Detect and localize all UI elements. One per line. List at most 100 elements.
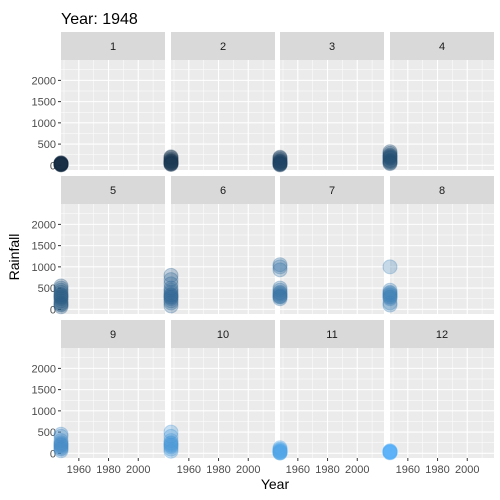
data-point <box>272 153 288 169</box>
data-point <box>272 440 288 456</box>
y-axis-title: Rainfall <box>6 234 22 281</box>
facet-panel-6: 6 <box>163 176 275 314</box>
data-point <box>382 151 398 167</box>
facet-strip <box>61 320 165 348</box>
data-point <box>53 441 69 457</box>
data-point <box>163 289 179 305</box>
data-point <box>53 280 69 296</box>
data-point <box>163 439 179 455</box>
data-point <box>382 156 398 172</box>
panel-background <box>171 60 275 170</box>
data-point <box>272 154 288 170</box>
data-point <box>272 282 288 298</box>
data-point <box>53 440 69 456</box>
x-tick-label: 1980 <box>206 464 230 476</box>
x-tick-label: 2000 <box>236 464 260 476</box>
data-point <box>53 299 69 315</box>
data-point <box>53 289 69 305</box>
data-point <box>382 297 398 313</box>
panel-background <box>61 60 165 170</box>
data-point <box>53 157 69 173</box>
data-point <box>53 443 69 459</box>
data-point <box>272 284 288 300</box>
data-point <box>163 156 179 172</box>
data-point <box>53 156 69 172</box>
facet-strip <box>171 320 275 348</box>
data-point <box>272 445 288 461</box>
y-tick-label: 0 <box>50 160 56 172</box>
data-point <box>272 156 288 172</box>
data-point <box>163 291 179 307</box>
data-point <box>382 144 398 160</box>
data-point <box>163 150 179 166</box>
data-point <box>53 156 69 172</box>
data-point <box>382 287 398 303</box>
panel-background <box>280 60 384 170</box>
data-point <box>272 441 288 457</box>
facet-strip <box>171 176 275 204</box>
data-point <box>272 150 288 166</box>
facet-strip <box>280 176 384 204</box>
data-point <box>382 443 398 459</box>
data-point <box>382 282 398 298</box>
panel-background <box>280 204 384 314</box>
data-point <box>382 289 398 305</box>
facet-strip-label: 7 <box>329 185 335 197</box>
data-point <box>272 289 288 305</box>
data-point <box>163 441 179 457</box>
panel-background <box>171 204 275 314</box>
data-point <box>382 154 398 170</box>
facet-strip <box>61 32 165 60</box>
data-point <box>272 286 288 302</box>
data-point <box>163 438 179 454</box>
data-point <box>163 154 179 170</box>
y-tick-label: 500 <box>38 427 56 439</box>
data-point <box>163 276 179 292</box>
data-point <box>163 155 179 171</box>
facet-panel-8: 8 <box>382 176 494 314</box>
facet-panel-9: 9 0 500 1000 1500 2000 1960 1980 2000 <box>32 320 165 476</box>
panel-background <box>61 348 165 458</box>
data-point <box>272 280 288 296</box>
panel-background <box>171 348 275 458</box>
data-point <box>53 439 69 455</box>
data-point <box>53 433 69 449</box>
data-point <box>382 444 398 460</box>
data-point <box>163 156 179 172</box>
data-point <box>272 288 288 304</box>
facet-panel-11: 11 1960 1980 2000 <box>272 320 384 476</box>
data-point <box>272 443 288 459</box>
data-point <box>53 155 69 171</box>
data-point <box>382 295 398 311</box>
data-point <box>53 155 69 171</box>
facet-strip <box>390 176 494 204</box>
data-point <box>53 157 69 173</box>
data-point <box>382 152 398 168</box>
x-tick-label: 1980 <box>315 464 339 476</box>
data-point <box>163 149 179 165</box>
data-point <box>163 152 179 168</box>
data-point <box>163 436 179 452</box>
data-point <box>272 285 288 301</box>
y-tick-label: 0 <box>50 448 56 460</box>
facet-strip-label: 3 <box>329 41 335 53</box>
x-tick-label: 1980 <box>425 464 449 476</box>
facet-strip <box>171 32 275 60</box>
x-axis-title: Year <box>261 476 290 492</box>
facet-strip-label: 11 <box>326 329 337 341</box>
data-point <box>163 293 179 309</box>
data-point <box>272 155 288 171</box>
facet-strip <box>390 32 494 60</box>
facet-strip <box>280 320 384 348</box>
facet-strip-label: 12 <box>436 329 448 341</box>
data-point <box>272 149 288 165</box>
data-point <box>382 149 398 165</box>
facet-panel-3: 3 <box>272 32 384 173</box>
data-point <box>382 444 398 460</box>
data-point <box>272 445 288 461</box>
y-tick-label: 1500 <box>32 97 56 109</box>
data-point <box>53 295 69 311</box>
data-point <box>382 444 398 460</box>
data-point <box>382 291 398 307</box>
